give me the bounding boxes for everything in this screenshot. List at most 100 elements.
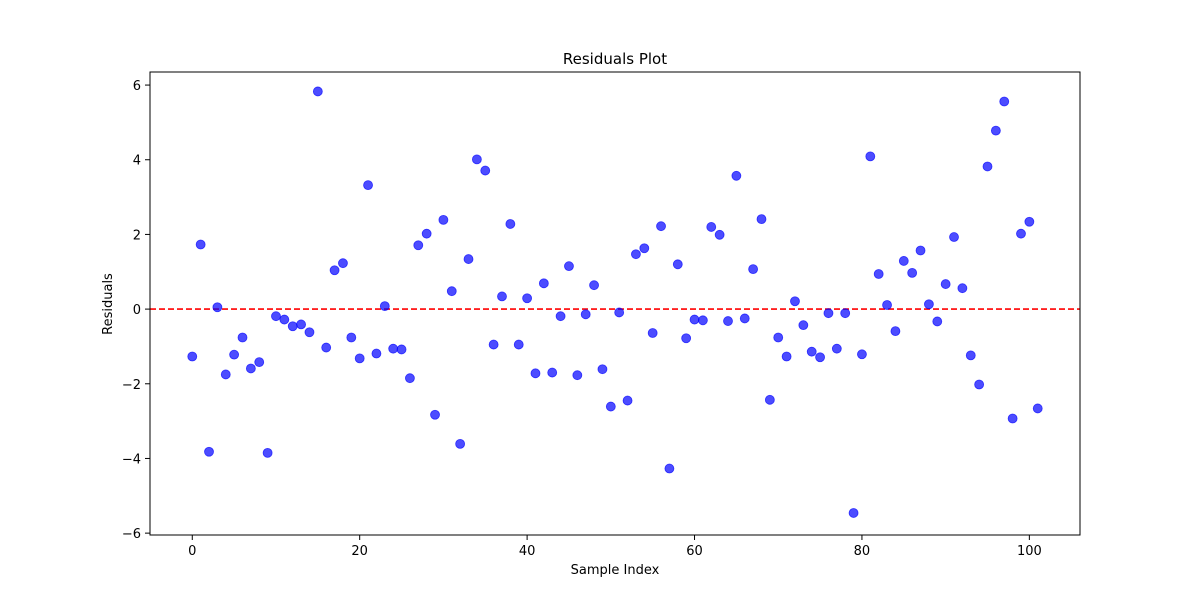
- data-point: [1032, 403, 1043, 414]
- data-point: [907, 267, 918, 278]
- data-point: [932, 316, 943, 327]
- data-point: [940, 279, 951, 289]
- data-point: [212, 302, 223, 313]
- data-point: [296, 319, 306, 330]
- data-point: [363, 180, 373, 191]
- data-point: [815, 352, 825, 363]
- data-point: [580, 309, 591, 320]
- data-point: [1007, 413, 1018, 424]
- data-point: [924, 299, 934, 310]
- data-point: [405, 373, 415, 384]
- data-point: [430, 409, 440, 420]
- x-tick-label: 40: [519, 544, 536, 559]
- data-point: [731, 170, 742, 181]
- data-point: [1024, 216, 1035, 227]
- data-point: [513, 339, 524, 350]
- data-point: [597, 364, 608, 375]
- data-point: [974, 379, 985, 390]
- data-point: [672, 259, 683, 270]
- data-point: [547, 367, 558, 378]
- data-point: [463, 254, 474, 264]
- data-point: [564, 261, 574, 272]
- data-point: [321, 342, 332, 353]
- data-point: [371, 348, 382, 359]
- axis-ticks: 0 20 40 60 80 100 −6 −4 −2 0 2 4 6: [122, 79, 1042, 559]
- data-point: [915, 245, 926, 256]
- data-point: [245, 363, 256, 374]
- data-point: [396, 344, 407, 355]
- data-point: [1016, 228, 1026, 239]
- y-tick-label: −2: [122, 378, 141, 393]
- y-axis-label: Residuals: [101, 273, 116, 335]
- data-point: [957, 283, 968, 294]
- data-point: [287, 321, 298, 332]
- data-point: [555, 311, 566, 322]
- y-tick-label: −6: [122, 527, 141, 542]
- x-axis-label: Sample Index: [571, 563, 660, 578]
- data-point: [806, 346, 817, 357]
- data-point: [589, 280, 599, 291]
- data-point: [647, 328, 658, 338]
- data-point: [697, 315, 708, 326]
- data-point: [790, 296, 800, 307]
- data-point: [271, 311, 281, 322]
- data-point: [831, 343, 842, 354]
- data-point: [229, 349, 240, 360]
- data-point: [681, 333, 692, 344]
- data-point: [898, 256, 909, 266]
- data-point: [505, 219, 516, 229]
- y-tick-label: 4: [133, 154, 141, 169]
- data-point: [413, 240, 424, 251]
- x-tick-label: 20: [351, 544, 368, 559]
- data-point: [497, 291, 507, 302]
- data-point: [764, 394, 775, 405]
- plot-area-frame: [149, 71, 1081, 536]
- data-point: [379, 301, 390, 312]
- data-point: [187, 351, 198, 362]
- data-point: [622, 395, 633, 406]
- data-point: [949, 232, 959, 242]
- y-tick-label: 6: [133, 79, 141, 94]
- data-points: [187, 86, 1043, 518]
- data-point: [304, 327, 315, 338]
- data-point: [480, 165, 491, 176]
- data-point: [346, 332, 357, 343]
- data-point: [773, 332, 784, 343]
- data-point: [530, 368, 541, 379]
- data-point: [857, 349, 867, 360]
- x-tick-label: 100: [1017, 544, 1042, 559]
- data-point: [882, 300, 892, 310]
- data-point: [890, 326, 901, 337]
- data-point: [756, 214, 767, 225]
- data-point: [488, 339, 499, 350]
- data-point: [438, 214, 449, 225]
- x-tick-label: 80: [854, 544, 871, 559]
- x-tick-label: 60: [686, 544, 703, 559]
- data-point: [999, 96, 1010, 107]
- data-point: [848, 508, 859, 518]
- data-point: [723, 316, 733, 326]
- data-point: [455, 438, 466, 449]
- data-point: [865, 151, 876, 162]
- data-point: [631, 249, 641, 260]
- data-point: [656, 221, 666, 232]
- data-point: [798, 320, 809, 331]
- data-point: [840, 308, 851, 319]
- data-point: [338, 258, 348, 269]
- x-tick-label: 0: [188, 544, 196, 559]
- y-tick-label: −4: [122, 452, 141, 467]
- data-point: [329, 265, 340, 276]
- data-point: [965, 350, 976, 361]
- data-point: [538, 278, 549, 289]
- data-point: [220, 369, 231, 380]
- data-point: [204, 446, 214, 457]
- data-point: [614, 307, 625, 318]
- data-point: [639, 243, 650, 254]
- data-point: [312, 86, 323, 97]
- data-point: [823, 308, 834, 319]
- data-point: [873, 269, 884, 279]
- data-point: [262, 447, 273, 458]
- data-point: [664, 463, 675, 474]
- data-point: [421, 228, 432, 239]
- data-point: [471, 154, 482, 165]
